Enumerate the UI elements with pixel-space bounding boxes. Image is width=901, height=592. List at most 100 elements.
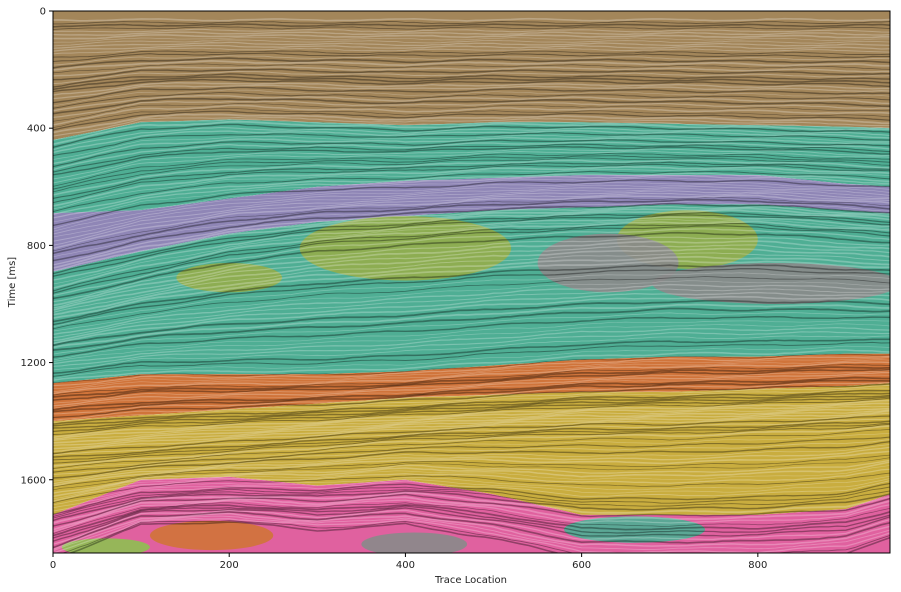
seismic-reflector xyxy=(53,450,890,487)
seismic-reflector xyxy=(53,465,890,500)
seismic-reflector xyxy=(53,349,890,381)
seismic-reflector xyxy=(53,186,890,235)
seismic-reflector xyxy=(53,103,890,122)
facies-body-green-2 xyxy=(176,262,283,293)
seismic-reflector xyxy=(53,315,890,358)
x-axis-ticks: 0 200 400 600 800 xyxy=(50,553,767,571)
seismic-reflector xyxy=(53,55,890,66)
seismic-reflector xyxy=(53,47,890,55)
seismic-reflector xyxy=(53,370,890,404)
seismic-reflector xyxy=(53,143,890,173)
seismic-reflector xyxy=(53,110,890,131)
seismic-reflector xyxy=(53,26,890,30)
seismic-reflector xyxy=(53,405,890,441)
facies-body-gray-5 xyxy=(361,532,468,553)
seismic-reflector xyxy=(53,264,890,323)
facies-layers xyxy=(53,11,890,553)
seismic-reflector xyxy=(53,100,890,119)
seismic-reflector xyxy=(53,97,890,115)
facies-body-green-0 xyxy=(299,216,512,281)
seismic-reflector xyxy=(53,126,890,151)
seismic-reflector xyxy=(53,433,890,471)
seismic-reflector xyxy=(53,148,890,180)
seismic-reflector xyxy=(53,86,890,104)
seismic-reflector xyxy=(53,214,890,277)
seismic-reflector xyxy=(53,192,890,246)
seismic-reflector xyxy=(53,201,890,258)
seismic-reflector xyxy=(53,384,890,421)
seismic-reflector xyxy=(53,389,890,425)
seismic-reflector xyxy=(53,446,890,485)
seismic-reflector xyxy=(53,39,890,47)
seismic-reflector xyxy=(53,57,890,69)
seismic-reflector xyxy=(53,366,890,398)
seismic-reflector xyxy=(53,441,890,479)
seismic-reflector xyxy=(53,113,890,134)
seismic-reflector xyxy=(53,146,890,176)
seismic-reflector xyxy=(53,383,890,419)
seismic-reflector xyxy=(53,387,890,423)
seismic-reflector xyxy=(53,155,890,190)
seismic-reflector xyxy=(53,410,890,450)
x-tick-label: 400 xyxy=(396,560,415,571)
facies-body-orange-6 xyxy=(149,520,274,551)
seismic-reflector xyxy=(53,457,890,491)
y-tick-label: 0 xyxy=(40,7,46,18)
seismic-reflector xyxy=(53,396,890,433)
y-axis-label: Time [ms] xyxy=(7,257,18,309)
seismic-reflector xyxy=(53,89,890,107)
seismic-reflector xyxy=(53,291,890,342)
seismic-reflector xyxy=(53,220,890,289)
seismic-reflector xyxy=(53,505,890,539)
seismic-reflector xyxy=(53,17,890,22)
facies-body-light_green-7 xyxy=(61,538,150,553)
seismic-reflector xyxy=(53,161,890,199)
facies-band-teal-1 xyxy=(53,119,890,214)
seismic-reflector xyxy=(53,409,890,447)
seismic-reflector xyxy=(53,202,890,262)
seismic-reflector xyxy=(53,222,890,292)
seismic-reflector xyxy=(53,244,890,309)
seismic-reflector xyxy=(53,438,890,475)
seismic-reflector xyxy=(53,182,890,230)
seismic-reflector xyxy=(53,123,890,148)
seismic-reflector xyxy=(53,23,890,28)
seismic-reflector xyxy=(53,174,890,219)
seismic-reflector xyxy=(53,259,890,319)
seismic-reflector xyxy=(53,60,890,71)
seismic-reflector xyxy=(53,216,890,281)
seismic-reflector xyxy=(53,454,890,488)
seismic-reflector xyxy=(53,303,890,349)
seismic-reflector xyxy=(53,496,890,531)
y-tick-label: 800 xyxy=(27,241,46,252)
seismic-reflector xyxy=(53,368,890,401)
seismic-reflector xyxy=(53,472,890,504)
seismic-reflector xyxy=(53,211,890,275)
seismic-reflector xyxy=(53,272,890,328)
seismic-reflector xyxy=(53,392,890,427)
seismic-reflector xyxy=(53,461,890,498)
seismic-reflector xyxy=(53,94,890,112)
seismic-reflector xyxy=(53,502,890,535)
seismic-reflector xyxy=(53,247,890,311)
seismic-reflector xyxy=(53,480,890,512)
seismic-reflector xyxy=(53,152,890,187)
seismic-reflector xyxy=(53,489,890,519)
x-tick-label: 600 xyxy=(572,560,591,571)
seismic-reflector xyxy=(53,407,890,444)
seismic-reflector xyxy=(53,225,890,294)
seismic-reflector xyxy=(53,118,890,141)
seismic-reflector xyxy=(53,475,890,506)
seismic-reflector xyxy=(53,399,890,439)
seismic-reflector xyxy=(53,436,890,473)
seismic-reflector xyxy=(53,394,890,429)
seismic-reflector xyxy=(53,66,890,77)
x-axis-label: Trace Location xyxy=(434,575,507,586)
seismic-reflector xyxy=(53,228,890,297)
seismic-reflector xyxy=(53,177,890,223)
seismic-reflector xyxy=(68,521,890,553)
seismic-reflector xyxy=(53,165,890,207)
plot-area xyxy=(53,11,890,553)
seismic-reflector xyxy=(53,184,890,232)
seismic-reflector xyxy=(53,37,890,43)
